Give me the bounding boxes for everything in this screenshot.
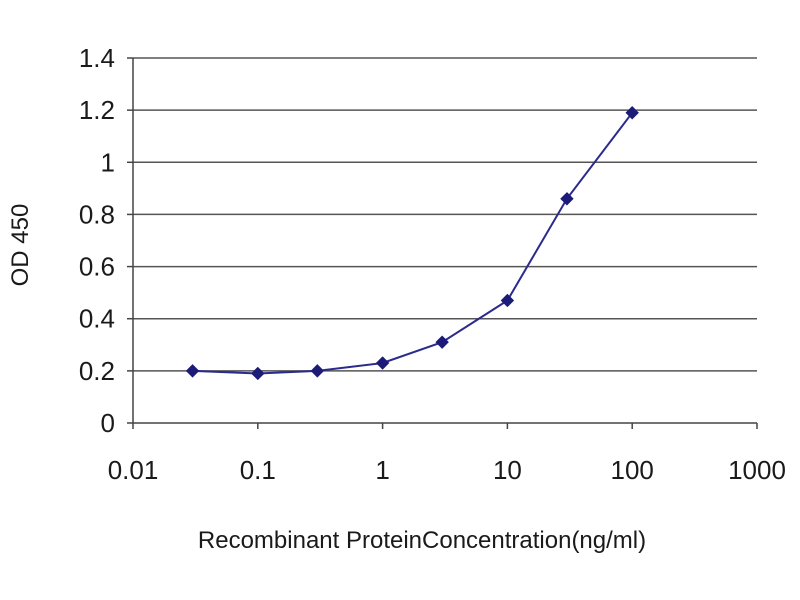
data-point-marker xyxy=(435,335,449,349)
data-point-marker xyxy=(185,364,200,378)
data-point-marker xyxy=(500,293,515,308)
x-tick-label: 1000 xyxy=(728,455,786,485)
data-point-marker xyxy=(375,356,390,370)
y-tick-label: 1 xyxy=(101,147,115,177)
axes xyxy=(127,57,758,429)
tick-labels: 0 0.2 0.4 0.6 0.8 1 1.2 1.4 0.01 0.1 1 10 100 1000 xyxy=(79,43,786,485)
y-tick-label: 1.4 xyxy=(79,43,115,73)
data-point-marker xyxy=(310,364,325,378)
x-tick-label: 0.01 xyxy=(108,455,159,485)
y-tick-label: 1.2 xyxy=(79,95,115,125)
x-tick-label: 100 xyxy=(611,455,654,485)
data-series xyxy=(185,106,639,381)
data-point-marker xyxy=(625,106,639,120)
y-tick-label: 0.8 xyxy=(79,199,115,229)
y-tick-label: 0.2 xyxy=(79,356,115,386)
series-line-0 xyxy=(192,112,633,375)
y-tick-label: 0.4 xyxy=(79,304,115,334)
y-tick-label: 0 xyxy=(101,408,115,438)
y-tick-label: 0.6 xyxy=(79,252,115,282)
y-axis-title: OD 450 xyxy=(7,204,34,287)
data-point-marker xyxy=(560,192,574,206)
x-tick-label: 0.1 xyxy=(240,455,276,485)
x-axis-title: Recombinant ProteinConcentration(ng/ml) xyxy=(198,527,646,554)
x-tick-label: 1 xyxy=(375,455,389,485)
data-point-marker xyxy=(251,366,265,381)
x-tick-label: 10 xyxy=(493,455,522,485)
gridlines xyxy=(133,57,757,372)
